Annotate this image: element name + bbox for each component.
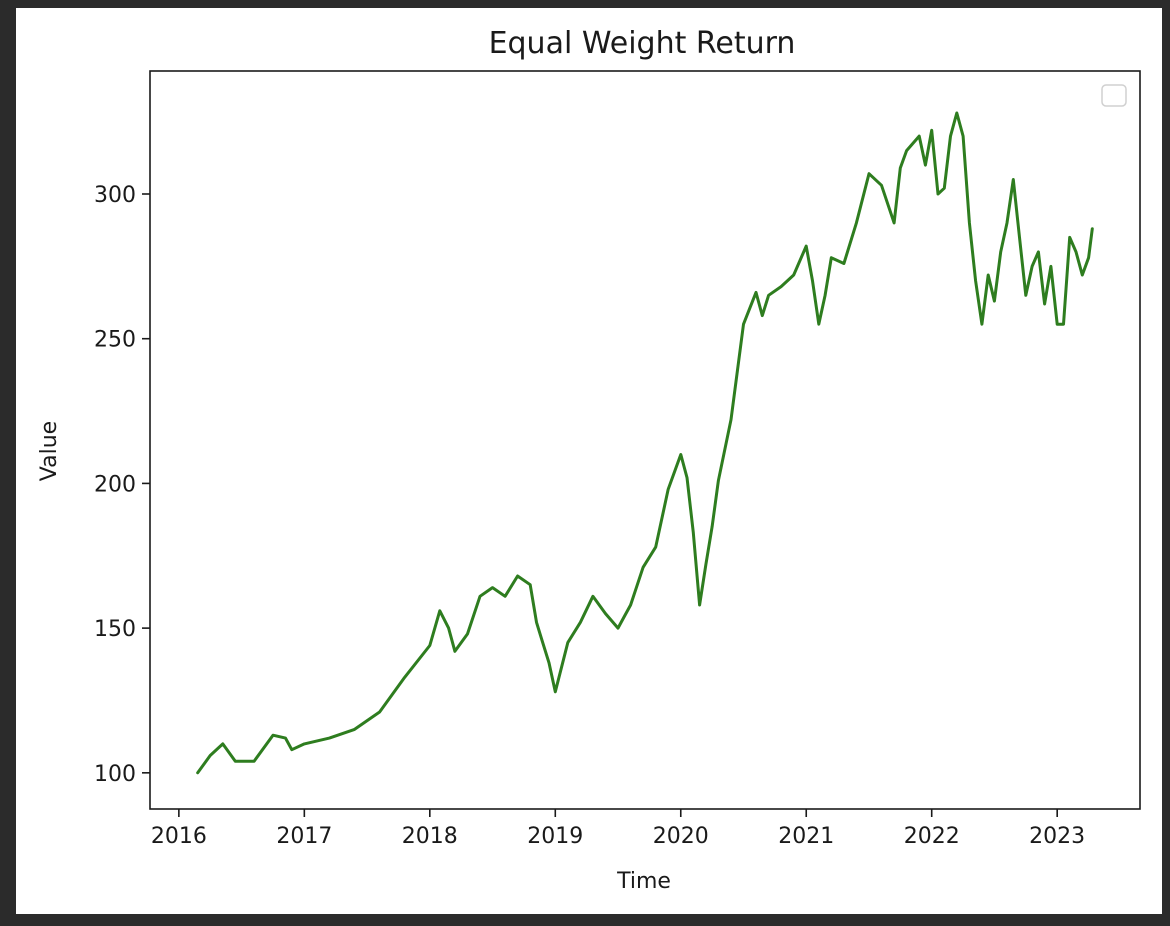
y-tick-label: 250	[94, 328, 136, 353]
x-tick-label: 2016	[151, 824, 207, 849]
x-tick-label: 2022	[904, 824, 960, 849]
line-chart: Equal Weight Return Value Time 100 150 200…	[37, 26, 1141, 894]
y-axis-label: Value	[37, 421, 62, 481]
chart-title: Equal Weight Return	[489, 26, 796, 61]
legend-box	[1101, 84, 1127, 107]
x-tick-label: 2018	[402, 824, 458, 849]
figure-canvas: Equal Weight Return Value Time 100 150 200…	[16, 8, 1162, 914]
series-layer	[196, 111, 1094, 775]
x-tick-label: 2021	[778, 824, 834, 849]
x-tick-label: 2019	[527, 824, 583, 849]
y-axis-ticks: 100 150 200 250 300	[94, 183, 150, 787]
series-line	[196, 111, 1094, 775]
plot-area-frame	[149, 70, 1141, 810]
x-axis-label: Time	[616, 869, 671, 894]
x-tick-label: 2020	[653, 824, 709, 849]
y-tick-label: 300	[94, 183, 136, 208]
y-tick-label: 200	[94, 472, 136, 497]
x-tick-label: 2017	[276, 824, 332, 849]
y-tick-label: 150	[94, 617, 136, 642]
x-axis-ticks: 2016 2017 2018 2019 2020 2021 2022 2023	[151, 809, 1085, 849]
y-tick-label: 100	[94, 762, 136, 787]
x-tick-label: 2023	[1029, 824, 1085, 849]
